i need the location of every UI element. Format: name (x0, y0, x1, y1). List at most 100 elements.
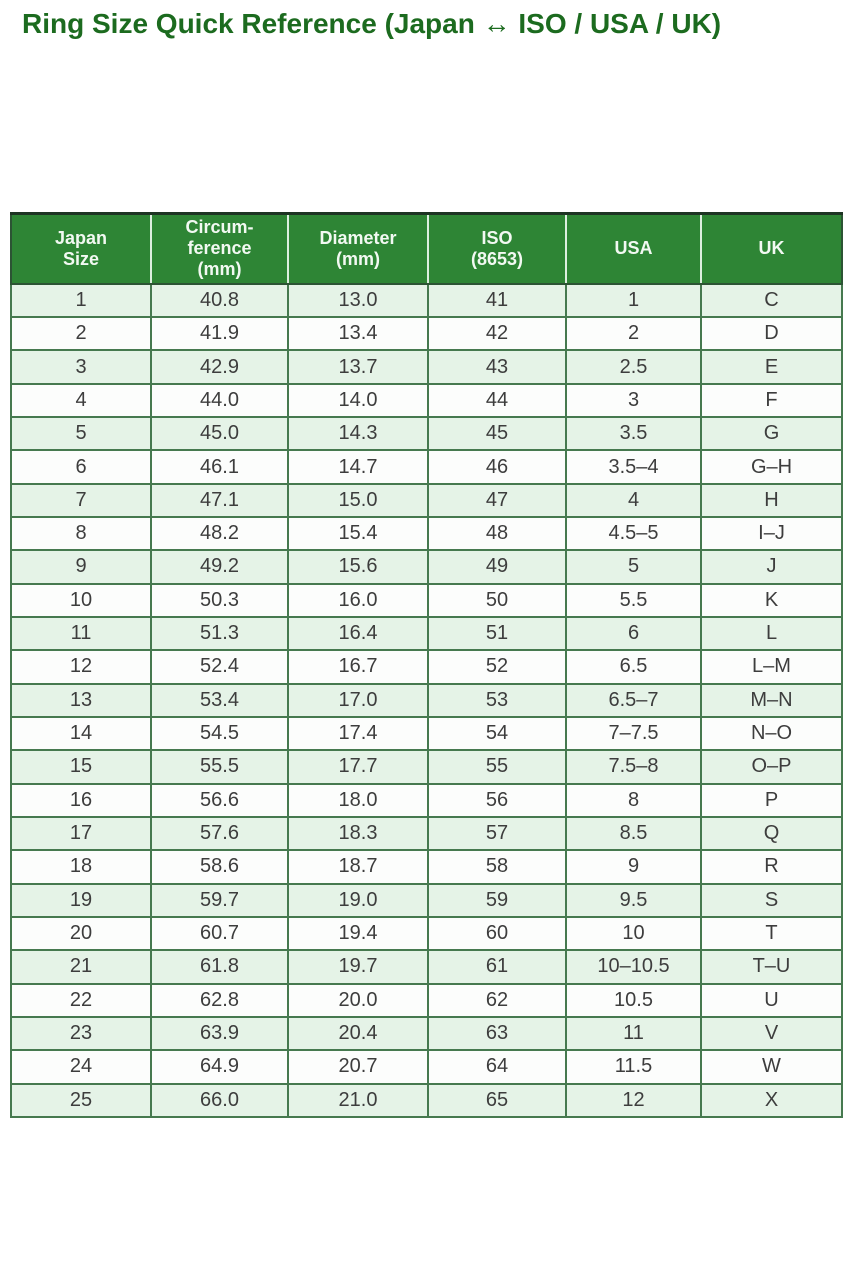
table-row: 2 41.9 13.4 42 2 D (10, 316, 843, 352)
table-body: 1 40.8 13.0 41 1 C 2 41.9 13.4 42 2 D 3 42.9 13.7 43 2.5… (10, 282, 843, 1119)
cell-circumference-mm: 49.2 (150, 549, 289, 585)
cell-iso-8653: 47 (427, 482, 567, 519)
cell-usa: 3.5–4 (565, 449, 702, 485)
table-row: 22 62.8 20.0 62 10.5 U (10, 982, 843, 1018)
cell-diameter-mm: 16.4 (287, 615, 429, 652)
table-row: 23 63.9 20.4 63 11 V (10, 1015, 843, 1052)
cell-japan-size: 6 (10, 449, 152, 485)
cell-uk: Q (700, 815, 843, 852)
table-row: 15 55.5 17.7 55 7.5–8 O–P (10, 749, 843, 785)
cell-iso-8653: 58 (427, 849, 567, 885)
cell-japan-size: 14 (10, 715, 152, 752)
cell-uk: O–P (700, 749, 843, 785)
cell-iso-8653: 65 (427, 1082, 567, 1119)
cell-iso-8653: 41 (427, 282, 567, 319)
table-row: 21 61.8 19.7 61 10–10.5 T–U (10, 949, 843, 985)
cell-circumference-mm: 62.8 (150, 982, 289, 1018)
cell-iso-8653: 43 (427, 349, 567, 385)
ring-size-table: Japan Size Circum- ference (mm) Diameter (… (10, 212, 843, 1119)
cell-iso-8653: 49 (427, 549, 567, 585)
cell-circumference-mm: 55.5 (150, 749, 289, 785)
cell-japan-size: 7 (10, 482, 152, 519)
cell-uk: D (700, 316, 843, 352)
cell-circumference-mm: 51.3 (150, 615, 289, 652)
cell-usa: 8.5 (565, 815, 702, 852)
cell-usa: 10 (565, 915, 702, 952)
cell-japan-size: 23 (10, 1015, 152, 1052)
cell-japan-size: 12 (10, 649, 152, 685)
table-row: 8 48.2 15.4 48 4.5–5 I–J (10, 515, 843, 552)
cell-circumference-mm: 56.6 (150, 782, 289, 818)
cell-usa: 5 (565, 549, 702, 585)
cell-diameter-mm: 20.7 (287, 1049, 429, 1085)
cell-circumference-mm: 59.7 (150, 882, 289, 918)
table-row: 10 50.3 16.0 50 5.5 K (10, 582, 843, 618)
cell-usa: 9 (565, 849, 702, 885)
table-row: 18 58.6 18.7 58 9 R (10, 849, 843, 885)
cell-usa: 12 (565, 1082, 702, 1119)
cell-iso-8653: 62 (427, 982, 567, 1018)
cell-iso-8653: 60 (427, 915, 567, 952)
cell-japan-size: 4 (10, 382, 152, 419)
cell-circumference-mm: 66.0 (150, 1082, 289, 1119)
cell-diameter-mm: 19.4 (287, 915, 429, 952)
table-row: 5 45.0 14.3 45 3.5 G (10, 416, 843, 452)
cell-iso-8653: 59 (427, 882, 567, 918)
cell-circumference-mm: 44.0 (150, 382, 289, 419)
cell-japan-size: 17 (10, 815, 152, 852)
cell-japan-size: 9 (10, 549, 152, 585)
cell-usa: 6 (565, 615, 702, 652)
column-header-diameter-mm: Diameter (mm) (287, 213, 428, 285)
cell-diameter-mm: 15.0 (287, 482, 429, 519)
header-row: Japan Size Circum- ference (mm) Diameter (… (11, 213, 842, 285)
column-header-uk: UK (700, 213, 842, 285)
cell-iso-8653: 54 (427, 715, 567, 752)
cell-circumference-mm: 58.6 (150, 849, 289, 885)
cell-iso-8653: 48 (427, 515, 567, 552)
column-header-iso-8653: ISO (8653) (427, 213, 566, 285)
cell-circumference-mm: 46.1 (150, 449, 289, 485)
table-row: 3 42.9 13.7 43 2.5 E (10, 349, 843, 385)
column-header-japan-size: Japan Size (11, 213, 151, 285)
cell-iso-8653: 53 (427, 682, 567, 718)
cell-circumference-mm: 64.9 (150, 1049, 289, 1085)
cell-circumference-mm: 61.8 (150, 949, 289, 985)
cell-diameter-mm: 14.3 (287, 416, 429, 452)
cell-usa: 7–7.5 (565, 715, 702, 752)
table-row: 17 57.6 18.3 57 8.5 Q (10, 815, 843, 852)
table-header: Japan Size Circum- ference (mm) Diameter (… (11, 213, 842, 285)
cell-circumference-mm: 42.9 (150, 349, 289, 385)
cell-circumference-mm: 47.1 (150, 482, 289, 519)
table-row: 20 60.7 19.4 60 10 T (10, 915, 843, 952)
cell-diameter-mm: 13.0 (287, 282, 429, 319)
cell-uk: M–N (700, 682, 843, 718)
cell-usa: 5.5 (565, 582, 702, 618)
table-row: 14 54.5 17.4 54 7–7.5 N–O (10, 715, 843, 752)
table-row: 1 40.8 13.0 41 1 C (10, 282, 843, 319)
cell-diameter-mm: 16.0 (287, 582, 429, 618)
table-row: 12 52.4 16.7 52 6.5 L–M (10, 649, 843, 685)
cell-uk: N–O (700, 715, 843, 752)
cell-uk: G–H (700, 449, 843, 485)
cell-japan-size: 20 (10, 915, 152, 952)
cell-uk: H (700, 482, 843, 519)
page-title: Ring Size Quick Reference (Japan ↔ ISO /… (22, 8, 722, 39)
cell-uk: X (700, 1082, 843, 1119)
cell-usa: 6.5–7 (565, 682, 702, 718)
cell-japan-size: 15 (10, 749, 152, 785)
cell-usa: 10.5 (565, 982, 702, 1018)
cell-iso-8653: 56 (427, 782, 567, 818)
cell-usa: 4.5–5 (565, 515, 702, 552)
cell-japan-size: 21 (10, 949, 152, 985)
cell-usa: 8 (565, 782, 702, 818)
cell-japan-size: 24 (10, 1049, 152, 1085)
cell-diameter-mm: 20.4 (287, 1015, 429, 1052)
cell-diameter-mm: 15.6 (287, 549, 429, 585)
cell-diameter-mm: 16.7 (287, 649, 429, 685)
cell-diameter-mm: 19.7 (287, 949, 429, 985)
cell-circumference-mm: 52.4 (150, 649, 289, 685)
cell-usa: 6.5 (565, 649, 702, 685)
cell-iso-8653: 50 (427, 582, 567, 618)
table-row: 13 53.4 17.0 53 6.5–7 M–N (10, 682, 843, 718)
